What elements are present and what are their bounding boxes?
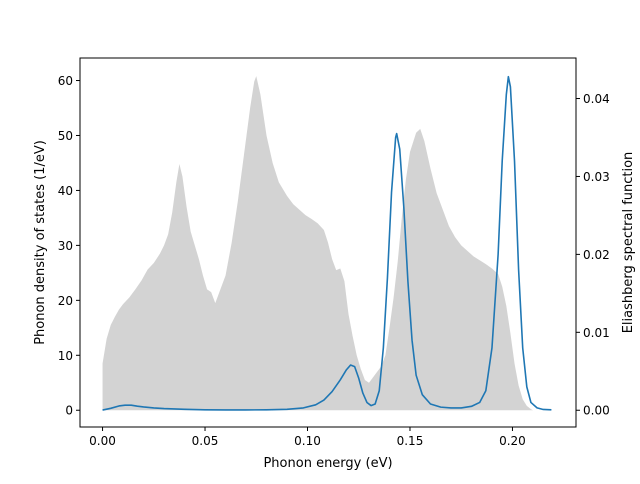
y2-tick-label: 0.00 [583,404,610,418]
y-tick-label: 10 [58,349,73,363]
y-tick-label: 60 [58,74,73,88]
y-tick-label: 30 [58,239,73,253]
axis-layer: 0.00 0.05 0.10 0.15 0.20 0 10 20 30 40 50 60 0.00 0.0… [58,74,610,448]
y2-tick-label: 0.02 [583,248,610,262]
phonon-dos-area [102,76,533,411]
x-tick-label: 0.00 [89,434,116,448]
y-tick-label: 50 [58,129,73,143]
y2-tick-label: 0.04 [583,92,610,106]
x-tick-label: 0.20 [499,434,526,448]
x-tick-label: 0.05 [192,434,219,448]
x-axis-label: Phonon energy (eV) [263,456,392,471]
y2-tick-label: 0.01 [583,326,610,340]
y-tick-label: 20 [58,294,73,308]
x-tick-label: 0.15 [397,434,424,448]
eliashberg-spectral-line [102,75,552,411]
y-tick-label: 0 [65,404,73,418]
plot-layer [102,75,552,411]
y2-tick-label: 0.03 [583,170,610,184]
y2-axis-label: Eliashberg spectral function [621,152,636,334]
x-tick-label: 0.10 [294,434,321,448]
y-tick-label: 40 [58,184,73,198]
plot-frame [79,57,577,428]
y-axis-label: Phonon density of states (1/eV) [33,140,48,345]
